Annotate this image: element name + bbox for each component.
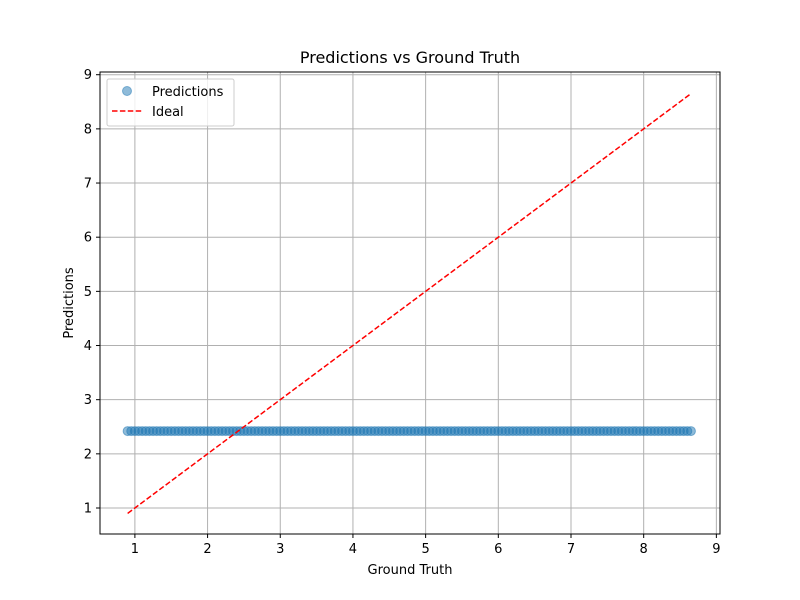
y-tick-label: 4 — [84, 339, 92, 354]
y-tick-label: 5 — [84, 285, 92, 300]
y-tick-label: 6 — [84, 231, 92, 246]
x-tick-label: 9 — [712, 542, 720, 557]
y-tick-label: 7 — [84, 177, 92, 192]
x-tick-label: 4 — [349, 542, 357, 557]
legend: Predictions Ideal — [106, 78, 235, 127]
plot-frame — [99, 71, 721, 535]
x-tick-label: 1 — [131, 542, 139, 557]
x-tick-label: 8 — [640, 542, 648, 557]
chart-title: Predictions vs Ground Truth — [300, 48, 520, 67]
y-tick-label: 9 — [84, 68, 92, 83]
legend-label-ideal: Ideal — [152, 105, 184, 120]
x-tick-label: 6 — [494, 542, 502, 557]
grid — [100, 72, 720, 534]
legend-label-predictions: Predictions — [152, 85, 224, 100]
x-tick-label: 2 — [203, 542, 211, 557]
plot-data — [122, 93, 696, 515]
x-tick-label: 7 — [567, 542, 575, 557]
y-tick-label: 3 — [84, 393, 92, 408]
y-tick-label: 1 — [84, 502, 92, 517]
axis-ticks: 1 2 3 4 5 6 7 8 9 1 2 3 4 5 6 7 8 9 — [84, 68, 721, 557]
x-tick-label: 3 — [276, 542, 284, 557]
y-tick-label: 2 — [84, 447, 92, 462]
x-tick-label: 5 — [421, 542, 429, 557]
x-axis-label: Ground Truth — [368, 563, 453, 578]
legend-marker-predictions — [122, 86, 132, 96]
y-axis-label: Predictions — [62, 267, 77, 339]
y-tick-label: 8 — [84, 122, 92, 137]
prediction-point — [685, 426, 696, 437]
legend-box — [106, 78, 235, 127]
ideal-line — [127, 93, 692, 515]
